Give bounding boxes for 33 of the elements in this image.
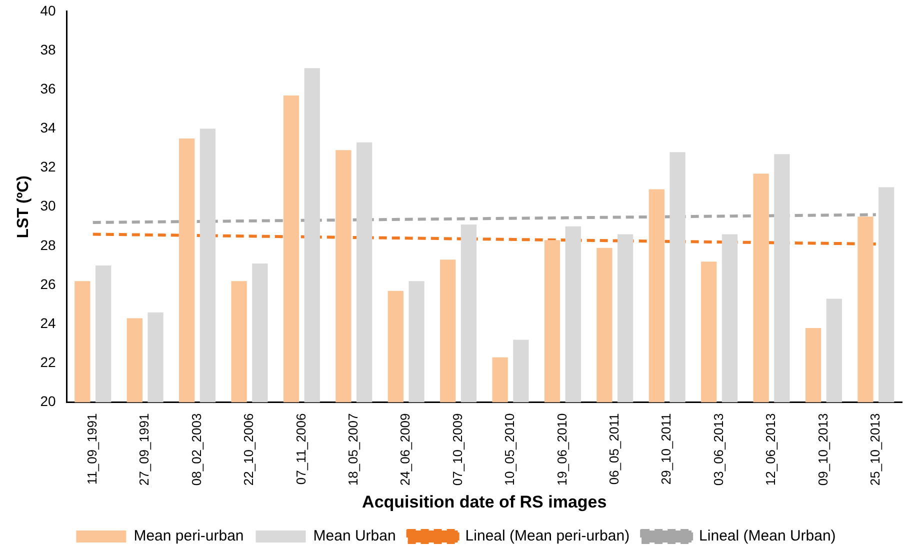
x-tick-label: 29_10_2011 (658, 413, 674, 485)
x-tick-label: 27_09_1991 (136, 413, 152, 486)
y-tick-label: 22 (40, 354, 56, 370)
legend-label: Mean peri-urban (134, 528, 244, 545)
legend-label: Lineal (Mean Urban) (699, 528, 836, 545)
x-tick-label: 25_10_2013 (867, 413, 882, 486)
y-tick-label: 40 (40, 2, 56, 18)
x-tick-label: 24_06_2009 (398, 413, 413, 486)
x-tick-label: 19_06_2010 (554, 413, 570, 486)
y-tick-label: 32 (40, 158, 56, 175)
y-tick-label: 28 (40, 236, 56, 253)
legend-label: Mean Urban (313, 528, 396, 545)
y-tick-label: 24 (40, 314, 56, 331)
y-tick-label: 30 (40, 198, 56, 214)
y-axis-title: LST (ºC) (15, 175, 32, 238)
x-tick-label: 03_06_2013 (710, 413, 726, 486)
x-tick-label: 12_06_2013 (763, 413, 778, 486)
x-tick-label: 07_11_2006 (293, 413, 308, 485)
y-tick-label: 26 (40, 276, 56, 292)
x-tick-label: 06_05_2011 (606, 413, 622, 485)
y-tick-label: 38 (40, 41, 56, 58)
y-tick-label: 20 (40, 393, 56, 410)
x-tick-label: 09_10_2013 (815, 413, 830, 486)
x-tick-label: 07_10_2009 (450, 413, 465, 486)
x-axis-title: Acquisition date of RS images (362, 492, 607, 512)
legend-label: Lineal (Mean peri-urban) (465, 528, 630, 545)
y-tick-label: 34 (40, 120, 56, 136)
x-tick-label: 22_10_2006 (241, 413, 256, 486)
x-tick-label: 18_05_2007 (345, 413, 360, 486)
x-tick-label: 08_02_2003 (188, 413, 204, 486)
x-tick-label: 11_09_1991 (84, 413, 100, 485)
y-tick-label: 36 (40, 80, 56, 96)
x-tick-label: 10_05_2010 (502, 413, 518, 486)
